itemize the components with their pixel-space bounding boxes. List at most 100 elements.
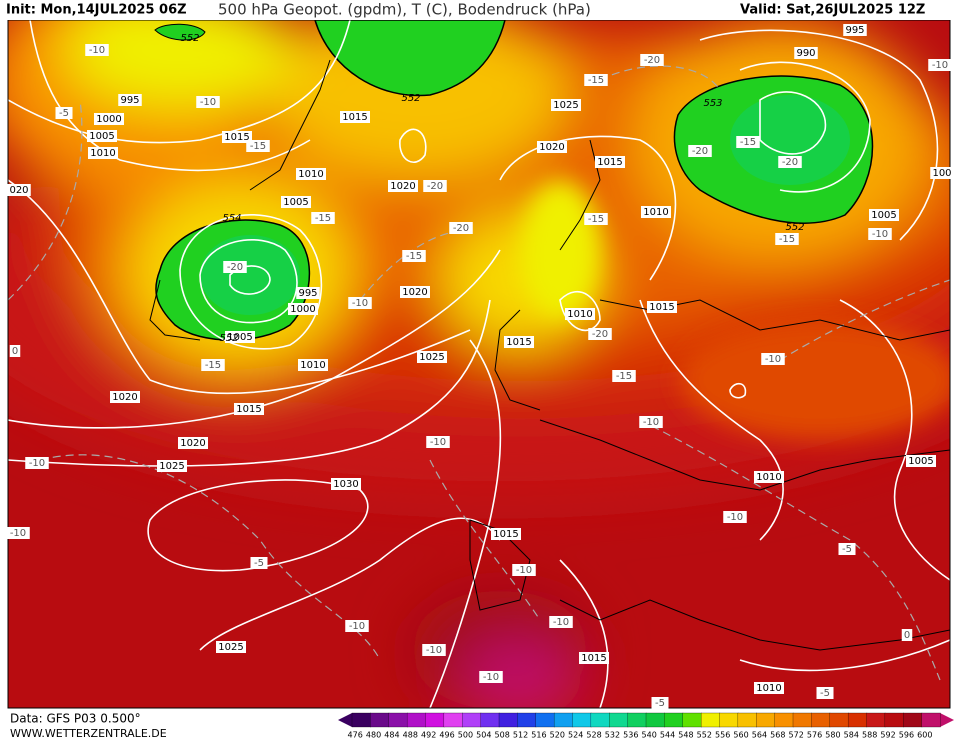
temperature-label-box xyxy=(223,261,247,273)
colorbar: 476 480 484 488 492 496 500 504 508 512 516 520 524 5… xyxy=(338,712,954,740)
temperature-label: -15 xyxy=(588,75,604,86)
colorbar-label: 544 xyxy=(660,731,675,740)
pressure-label: 995 xyxy=(120,95,139,106)
pressure-label: 1010 xyxy=(643,207,668,218)
colorbar-swatch xyxy=(388,712,408,728)
pressure-label: 1020 xyxy=(402,287,427,298)
height-label: 552 xyxy=(219,333,238,344)
pressure-label: 1000 xyxy=(290,304,315,315)
colorbar-label: 560 xyxy=(733,731,748,740)
pressure-label-box xyxy=(157,460,187,472)
colorbar-swatch xyxy=(737,712,757,728)
temperature-label-box xyxy=(345,620,369,632)
colorbar-label: 480 xyxy=(366,731,381,740)
colorbar-label: 580 xyxy=(825,731,840,740)
pressure-label-box xyxy=(551,99,581,111)
pressure-label: 1025 xyxy=(553,100,578,111)
colorbar-swatch xyxy=(774,712,794,728)
colorbar-label: 488 xyxy=(403,731,418,740)
temperature-label-box xyxy=(838,543,856,555)
pressure-label: 1010 xyxy=(90,148,115,159)
pressure-label: 1015 xyxy=(236,404,261,415)
pressure-label-box xyxy=(491,528,521,540)
colorbar-label: 552 xyxy=(697,731,712,740)
temperature-label-box xyxy=(250,557,268,569)
pressure-label-box xyxy=(930,167,954,179)
colorbar-label: 496 xyxy=(439,731,454,740)
temperature-label-box xyxy=(426,436,450,448)
colorbar-arrow-left xyxy=(338,713,352,727)
data-source: Data: GFS P03 0.500° xyxy=(10,712,141,726)
colorbar-label: 556 xyxy=(715,731,730,740)
pressure-label: 1015 xyxy=(493,529,518,540)
temperature-label: -5 xyxy=(655,698,665,709)
temperature-label: -10 xyxy=(430,437,446,448)
colorbar-swatch xyxy=(627,712,647,728)
temperature-label: -20 xyxy=(644,55,660,66)
pressure-label: 1005 xyxy=(908,456,933,467)
colorbar-swatch xyxy=(572,712,592,728)
temperature-label: -10 xyxy=(10,528,26,539)
pressure-label-box xyxy=(110,391,140,403)
colorbar-swatch xyxy=(682,712,702,728)
temperature-label-box xyxy=(778,156,802,168)
temperature-label: -15 xyxy=(740,137,756,148)
valid-time: Valid: Sat,26JUL2025 12Z xyxy=(740,3,925,18)
height-label: 553 xyxy=(703,98,722,109)
temperature-label: -10 xyxy=(643,417,659,428)
pressure-label-box xyxy=(754,471,784,483)
pressure-label: 1020 xyxy=(112,392,137,403)
colorbar-label: 476 xyxy=(348,731,363,740)
pressure-label-box xyxy=(647,301,677,313)
colorbar-swatch xyxy=(884,712,904,728)
temperature-label-box xyxy=(549,616,573,628)
temperature-label: -10 xyxy=(516,565,532,576)
temperature-label-box xyxy=(612,370,636,382)
temperature-label: -20 xyxy=(227,262,243,273)
colorbar-swatch xyxy=(425,712,445,728)
pressure-label: 1010 xyxy=(298,169,323,180)
pressure-label-box xyxy=(87,130,117,142)
temperature-label: -10 xyxy=(765,354,781,365)
pressure-label: 1025 xyxy=(419,352,444,363)
pressure-label-box xyxy=(641,206,671,218)
temperature-label-box xyxy=(761,353,785,365)
temperature-label-box xyxy=(479,671,503,683)
temperature-label-box xyxy=(688,145,712,157)
pressure-label-box xyxy=(504,336,534,348)
pressure-label-box xyxy=(118,94,142,106)
colorbar-label: 584 xyxy=(844,731,859,740)
temperature-label-box xyxy=(348,297,372,309)
temperature-label: -15 xyxy=(250,141,266,152)
colorbar-label: 504 xyxy=(476,731,491,740)
colorbar-label: 528 xyxy=(586,731,601,740)
pressure-label: 1005 xyxy=(89,131,114,142)
colorbar-label: 540 xyxy=(642,731,657,740)
temperature-label: -10 xyxy=(872,229,888,240)
pressure-label-box xyxy=(340,111,370,123)
colorbar-label: 548 xyxy=(678,731,693,740)
colorbar-swatch xyxy=(498,712,519,728)
colorbar-swatch xyxy=(756,712,776,728)
temperature-label-box xyxy=(639,416,663,428)
colorbar-swatch xyxy=(351,712,372,728)
height-label: 554 xyxy=(222,213,241,224)
map-title: 500 hPa Geopot. (gpdm), T (C), Bodendruc… xyxy=(218,1,591,19)
pressure-label: 1030 xyxy=(333,479,358,490)
colorbar-label: 564 xyxy=(752,731,767,740)
temperature-label-box xyxy=(201,359,225,371)
pressure-label: 1005 xyxy=(227,332,252,343)
temperature-label-box xyxy=(588,328,612,340)
pressure-label-box xyxy=(388,180,418,192)
temperature-label: -5 xyxy=(254,558,264,569)
pressure-label-box xyxy=(296,287,320,299)
pressure-label-box xyxy=(906,455,936,467)
pressure-label-box xyxy=(754,682,784,694)
colorbar-swatch xyxy=(645,712,666,728)
temperature-label: -5 xyxy=(842,544,852,555)
pressure-label-box xyxy=(216,641,246,653)
pressure-label: 995 xyxy=(845,25,864,36)
pressure-label: 1020 xyxy=(539,142,564,153)
colorbar-swatch xyxy=(370,712,390,728)
